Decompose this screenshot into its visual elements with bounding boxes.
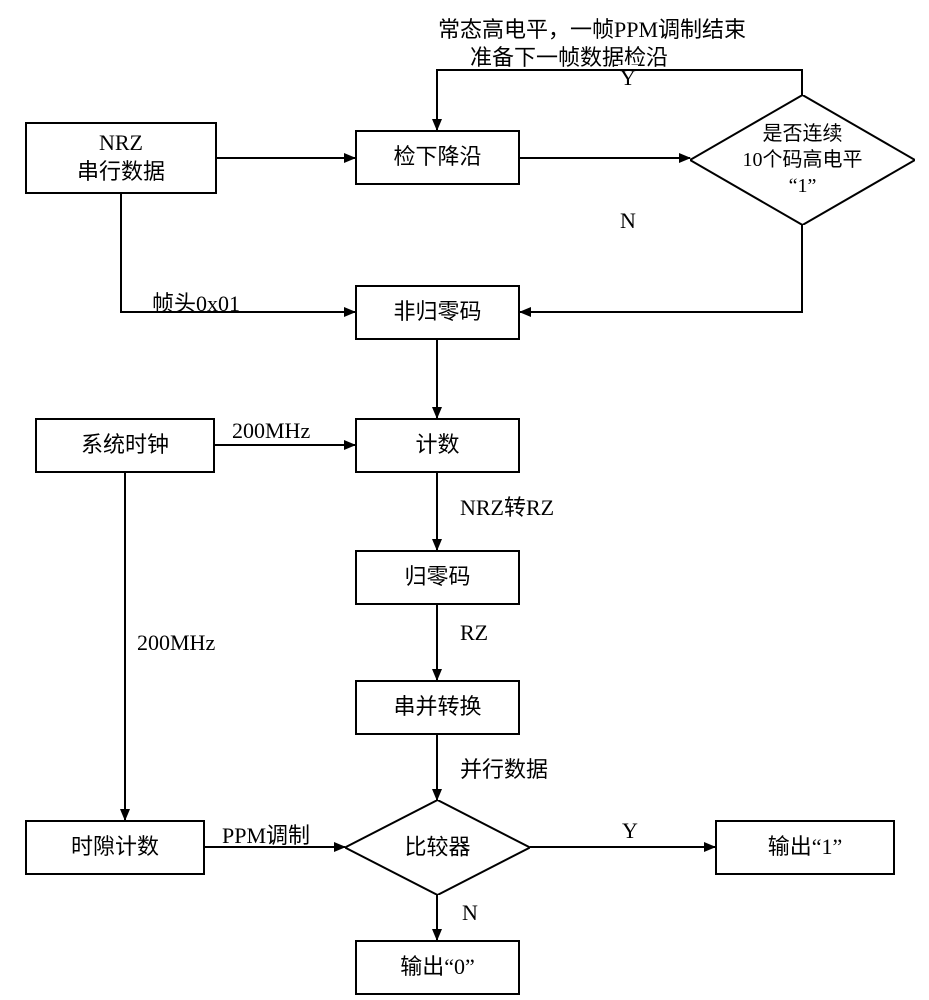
node-check10: 是否连续 10个码高电平 “1” — [690, 95, 915, 225]
node-rz-code: 归零码 — [355, 550, 520, 605]
check10-l1: 是否连续 — [743, 121, 863, 147]
label-y-right: Y — [620, 818, 640, 844]
node-detect-edge-label: 检下降沿 — [393, 143, 481, 172]
node-comparator: 比较器 — [345, 800, 530, 895]
label-rz: RZ — [458, 620, 490, 646]
node-detect-edge: 检下降沿 — [355, 130, 520, 185]
label-n-bottom: N — [460, 900, 480, 926]
node-slot-count: 时隙计数 — [25, 820, 205, 875]
node-out0: 输出“0” — [355, 940, 520, 995]
node-slot-count-label: 时隙计数 — [71, 833, 159, 862]
label-parallel: 并行数据 — [458, 752, 550, 784]
node-ser-par-label: 串并转换 — [393, 693, 481, 722]
label-200mhz-1: 200MHz — [230, 418, 312, 444]
label-ppm: PPM调制 — [220, 818, 312, 850]
comparator-label: 比较器 — [404, 834, 470, 859]
node-nrz-code-label: 非归零码 — [393, 298, 481, 327]
node-ser-par: 串并转换 — [355, 680, 520, 735]
node-sys-clock-label: 系统时钟 — [81, 431, 169, 460]
node-nrz-l1: NRZ — [99, 129, 143, 158]
node-sys-clock: 系统时钟 — [35, 418, 215, 473]
node-out1-label: 输出“1” — [768, 833, 843, 862]
label-frame-head: 帧头0x01 — [150, 286, 242, 318]
node-out0-label: 输出“0” — [400, 953, 475, 982]
note-top-line2: 准备下一帧数据检沿 — [470, 40, 668, 72]
node-nrz-code: 非归零码 — [355, 285, 520, 340]
check10-l2: 10个码高电平 — [743, 147, 863, 173]
node-rz-code-label: 归零码 — [404, 563, 470, 592]
node-count: 计数 — [355, 418, 520, 473]
check10-l3: “1” — [743, 173, 863, 199]
node-count-label: 计数 — [415, 431, 459, 460]
label-n-down: N — [618, 208, 638, 234]
node-nrz-l2: 串行数据 — [77, 158, 165, 187]
node-out1: 输出“1” — [715, 820, 895, 875]
label-y-top: Y — [618, 65, 638, 91]
node-nrz-serial: NRZ 串行数据 — [25, 122, 217, 194]
label-200mhz-2: 200MHz — [135, 630, 217, 656]
label-nrz-to-rz: NRZ转RZ — [458, 490, 556, 522]
